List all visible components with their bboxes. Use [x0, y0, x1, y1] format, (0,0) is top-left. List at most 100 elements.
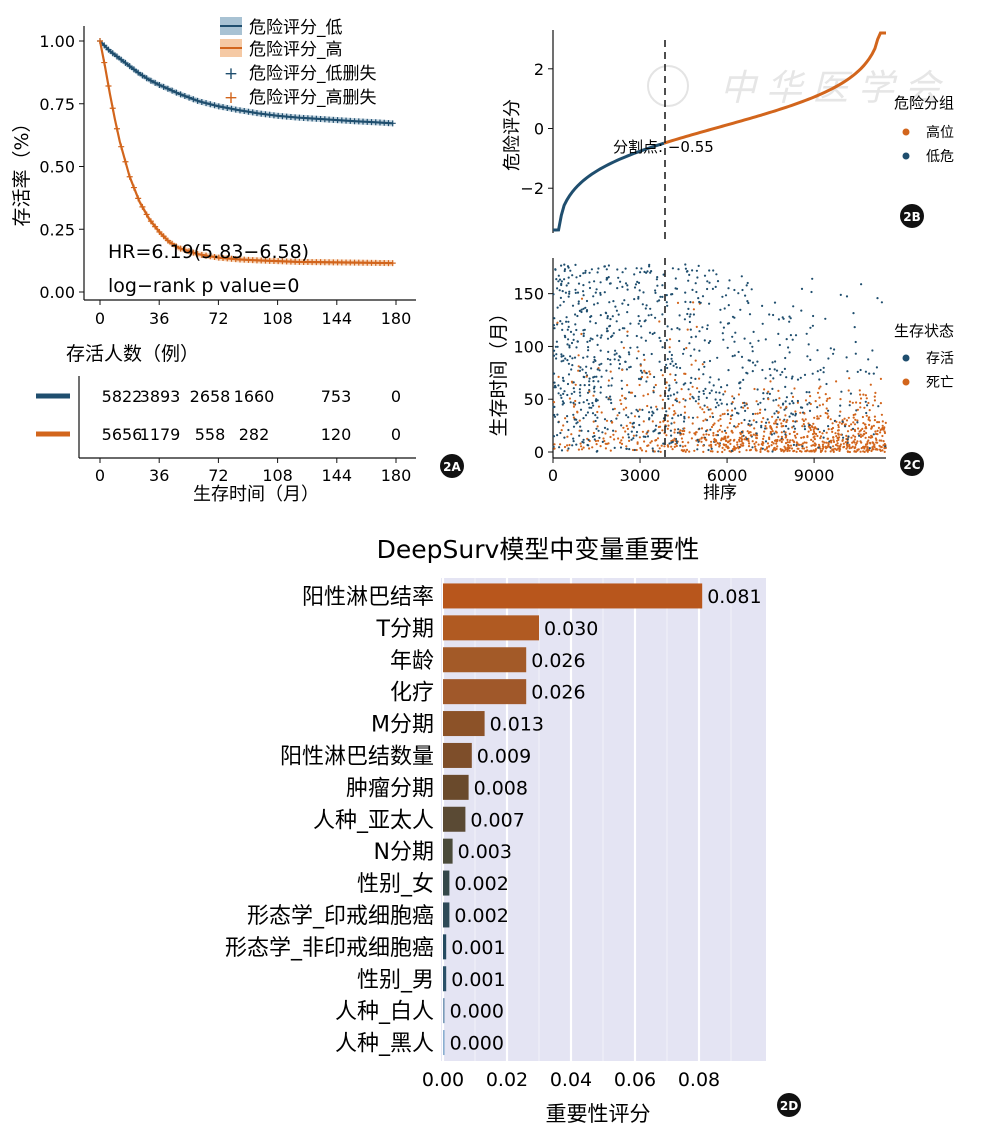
- scatter-point: [671, 404, 675, 407]
- scatter-point: [855, 401, 858, 404]
- scatter-point: [673, 378, 677, 382]
- scatter-point: [620, 442, 624, 445]
- scatter-point: [555, 340, 559, 343]
- scatter-point: [805, 391, 808, 394]
- scatter-point: [695, 431, 698, 434]
- scatter-point: [579, 408, 583, 411]
- scatter-point: [771, 415, 774, 418]
- risk-table-cell: 0: [391, 425, 401, 444]
- scatter-point: [658, 447, 661, 450]
- importance-category-label: 阳性淋巴结数量: [280, 744, 434, 769]
- scatter-point: [596, 425, 599, 428]
- scatter-point: [715, 434, 718, 437]
- scatter-point: [702, 450, 705, 453]
- scatter-point: [688, 450, 691, 453]
- scatter-point: [606, 315, 609, 318]
- scatter-point: [693, 449, 696, 452]
- scatter-point: [659, 421, 662, 424]
- scatter-point: [881, 420, 884, 423]
- importance-category-label: 形态学_非印戒细胞癌: [225, 936, 434, 961]
- scatter-point: [651, 332, 654, 336]
- scatter-point: [760, 420, 763, 423]
- scatter-point: [629, 365, 632, 368]
- scatter-point: [595, 427, 598, 430]
- scatter-point: [638, 408, 641, 411]
- scatter-point: [623, 327, 626, 330]
- scatter-point: [760, 426, 763, 429]
- risk-table-xlabel: 生存时间（月）: [193, 484, 319, 505]
- scatter-point: [873, 415, 877, 418]
- scatter-point: [672, 413, 675, 416]
- km-censor-mark: [156, 228, 163, 235]
- scatter-point: [559, 443, 562, 446]
- scatter-point: [569, 330, 573, 333]
- scatter-point: [557, 274, 560, 277]
- scatter-point: [673, 428, 677, 431]
- km-censor-mark: [113, 125, 120, 132]
- scatter-point: [572, 437, 575, 440]
- scatter-point: [572, 440, 575, 443]
- km-censor-mark: [152, 223, 159, 230]
- scatter-point: [559, 431, 562, 435]
- scatter-point: [812, 444, 815, 447]
- scatter-point: [826, 437, 829, 440]
- scatter-point: [557, 392, 560, 395]
- scatter-point: [582, 417, 585, 420]
- scatter-point: [708, 269, 711, 272]
- risk-table-cell: 753: [321, 387, 352, 406]
- importance-xtick-label: 0.04: [550, 1069, 592, 1091]
- scatter-point: [582, 290, 585, 293]
- scatter-point: [852, 413, 855, 417]
- scatter-point: [726, 346, 729, 349]
- scatter-point: [710, 425, 714, 429]
- scatter-point: [558, 446, 561, 449]
- scatter-point: [695, 325, 698, 328]
- scatter-point: [579, 366, 582, 369]
- scatter-point: [615, 309, 619, 312]
- panel-label-2a: 2A: [443, 460, 461, 474]
- scatter-point: [552, 354, 556, 357]
- scatter-point: [698, 377, 701, 380]
- scatter-point: [614, 305, 617, 308]
- scatter-point: [708, 359, 712, 363]
- scatter-point: [556, 321, 559, 324]
- km-censor-mark: [190, 249, 197, 256]
- scatter-point: [691, 416, 695, 419]
- scatter-point: [814, 400, 817, 403]
- scatter-point: [738, 382, 741, 385]
- scatter-point: [832, 440, 836, 443]
- scatter-point: [643, 369, 646, 372]
- scatter-point: [738, 450, 741, 453]
- scatter-point: [560, 264, 563, 267]
- scatter-point: [618, 355, 621, 358]
- scatter-point: [609, 370, 612, 373]
- scatter-point: [612, 300, 615, 303]
- scatter-point: [835, 380, 838, 383]
- scatter-point: [555, 278, 558, 281]
- scatter-point: [702, 444, 705, 447]
- km-censor-mark: [389, 120, 396, 127]
- km-censor-mark: [126, 173, 133, 180]
- scatter-point: [613, 446, 616, 449]
- scatter-point: [826, 397, 829, 400]
- scatter-point: [640, 325, 643, 328]
- scatter-point: [731, 414, 734, 417]
- scatter-point: [823, 441, 826, 444]
- scatter-point: [582, 438, 585, 441]
- scatter-point: [806, 449, 809, 452]
- risk-table-cell: 558: [195, 425, 226, 444]
- scatter-point: [859, 433, 862, 436]
- scatter-point: [856, 370, 859, 373]
- scatter-point: [614, 430, 617, 433]
- scatter-point: [869, 436, 872, 439]
- scatter-point: [825, 407, 828, 410]
- scatter-point: [789, 444, 793, 447]
- scatter-point: [781, 316, 784, 319]
- scatter-point: [593, 385, 596, 388]
- scatter-point: [553, 413, 556, 417]
- scatter-point: [608, 325, 611, 328]
- scatter-point: [578, 429, 581, 432]
- scatter-point: [643, 440, 646, 443]
- scatter-point: [761, 443, 764, 447]
